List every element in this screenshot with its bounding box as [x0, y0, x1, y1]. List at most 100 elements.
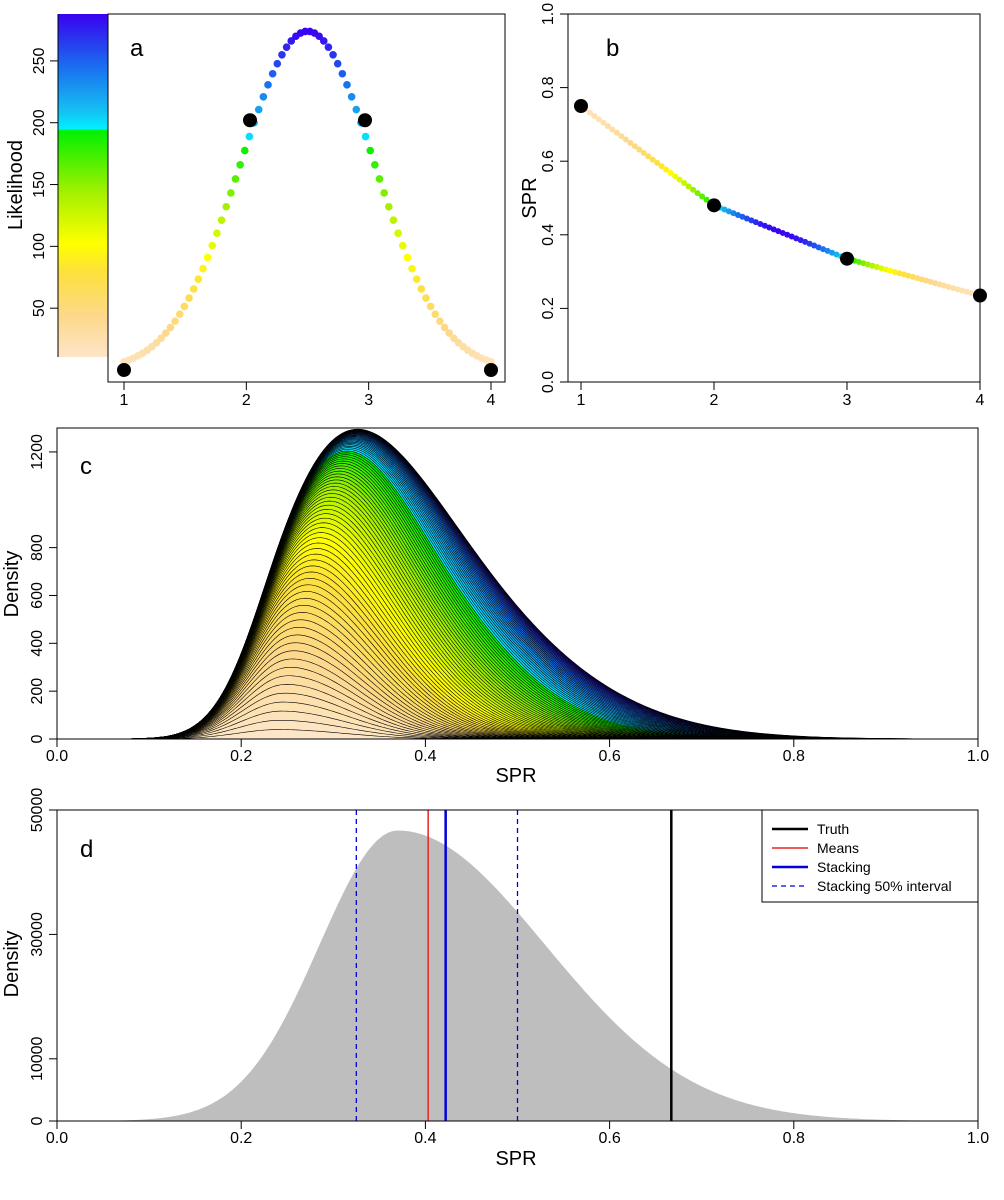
panel-a-y-tick-label: 100	[31, 233, 48, 260]
panel-c-y-tick-label: 400	[29, 630, 46, 657]
panel-b-label: b	[606, 35, 619, 62]
likelihood-point	[273, 59, 282, 68]
panel-c-x-tick-label: 0.0	[46, 748, 68, 765]
likelihood-point	[343, 81, 351, 89]
spr-point	[631, 143, 638, 150]
panel-b-x-tick-label: 1	[577, 392, 586, 409]
likelihood-point	[324, 43, 333, 51]
panel-a-label: a	[130, 35, 144, 62]
panel-b-frame	[567, 13, 981, 383]
panel-a-y-ticks: 50 100 150 200 250	[31, 14, 59, 357]
legend-entry: Truth	[817, 821, 849, 837]
spr-point	[645, 153, 652, 160]
panel-c-label: c	[80, 453, 92, 480]
panel-a-y-label: Likelihood	[5, 140, 27, 230]
likelihood-point	[245, 132, 254, 141]
spr-point	[618, 133, 625, 140]
likelihood-point	[240, 146, 249, 155]
likelihood-point	[347, 93, 356, 101]
likelihood-point	[194, 275, 203, 283]
panel-b-y-label: SPR	[519, 177, 541, 218]
panel-b-y-tick-label: 0.4	[540, 224, 557, 246]
spr-point	[640, 149, 647, 156]
panel-c-x-label: SPR	[495, 765, 536, 787]
panel-a-x-ticks: 1 2 3 4	[120, 381, 496, 409]
likelihood-point	[408, 264, 416, 273]
highlight-point	[243, 113, 258, 128]
likelihood-point	[264, 81, 272, 89]
spr-point	[586, 109, 593, 116]
panel-d-y-label: Density	[1, 931, 23, 998]
spr-point	[600, 119, 607, 126]
spr-point	[694, 190, 701, 197]
panel-b-y-tick-label: 1.0	[540, 3, 557, 25]
panel-d-y-ticks: 0 10000 30000 50000	[29, 788, 58, 1125]
panel-b-x-tick-label: 2	[710, 392, 719, 409]
likelihood-point	[180, 302, 189, 311]
highlight-point	[973, 288, 987, 303]
likelihood-point	[366, 146, 375, 155]
likelihood-point	[403, 253, 412, 262]
panel-d-y-tick-label: 50000	[29, 788, 46, 833]
panel-b-y-tick-label: 0.8	[540, 76, 557, 98]
panel-c-x-tick-label: 0.6	[598, 748, 620, 765]
spr-point	[604, 123, 611, 130]
panel-c-x-tick-label: 0.2	[230, 748, 252, 765]
likelihood-point	[436, 317, 444, 325]
likelihood-point	[389, 216, 398, 224]
likelihood-point	[315, 32, 323, 41]
likelihood-point	[185, 294, 193, 302]
panel-c-y-ticks: 0 200 400 600 800 1200	[29, 434, 58, 743]
panel-c-x-tick-label: 1.0	[967, 748, 989, 765]
panel-d-x-tick-label: 0.2	[230, 1130, 252, 1147]
likelihood-point	[189, 285, 198, 293]
panel-d-legend: Truth Means Stacking Stacking 50% interval	[761, 809, 979, 903]
likelihood-colorbar	[58, 14, 108, 357]
spr-point	[591, 113, 598, 120]
panel-a-highlight-points	[117, 113, 498, 377]
spr-point	[681, 180, 688, 187]
likelihood-point	[445, 329, 453, 337]
spr-point	[609, 126, 616, 133]
panel-b-y-ticks: 0.0 0.2 0.4 0.6 0.8 1.0	[540, 3, 569, 393]
panel-d-x-tick-label: 0.6	[598, 1130, 620, 1147]
spr-point	[649, 156, 656, 163]
likelihood-point	[282, 43, 291, 51]
panel-a-y-tick-label: 250	[31, 47, 48, 74]
spr-point	[613, 129, 620, 136]
panel-a-likelihood-points	[120, 27, 495, 366]
spr-point	[636, 146, 643, 153]
likelihood-point	[338, 69, 347, 78]
spr-point	[685, 183, 692, 190]
likelihood-point	[412, 275, 421, 283]
panel-c-y-tick-label: 1200	[29, 434, 46, 470]
likelihood-point	[440, 323, 449, 332]
likelihood-point	[268, 69, 277, 78]
legend-entry: Means	[817, 840, 859, 856]
likelihood-point	[329, 51, 337, 59]
panel-b-x-tick-label: 4	[976, 392, 985, 409]
likelihood-point	[157, 334, 165, 342]
panel-c-y-tick-label: 0	[29, 734, 46, 743]
likelihood-point	[384, 202, 393, 211]
spr-point	[622, 136, 629, 143]
likelihood-point	[203, 253, 212, 262]
panel-c: 0 200 400 600 800 1200 0.0 0.2 0.4 0.6 0.8 1.0 SPR…	[1, 427, 989, 787]
legend-box	[761, 809, 979, 903]
spr-point	[658, 163, 665, 170]
panel-c-y-tick-label: 600	[29, 582, 46, 609]
panel-a-x-tick-label: 2	[242, 392, 251, 409]
likelihood-point	[213, 229, 221, 237]
panel-a: 50 100 150 200 250 1 2 3 4 Likelihood a	[5, 13, 506, 409]
panel-c-y-tick-label: 800	[29, 534, 46, 561]
panel-d-reference-lines	[355, 810, 673, 1121]
highlight-point	[357, 113, 372, 128]
panel-c-y-tick-label: 200	[29, 678, 46, 705]
likelihood-point	[199, 264, 207, 273]
panel-b-spr-line	[578, 103, 983, 299]
highlight-point	[574, 99, 588, 113]
panel-b-y-tick-label: 0.6	[540, 150, 557, 172]
likelihood-point	[394, 229, 402, 237]
panel-d-x-ticks: 0.0 0.2 0.4 0.6 0.8 1.0	[46, 1121, 989, 1147]
